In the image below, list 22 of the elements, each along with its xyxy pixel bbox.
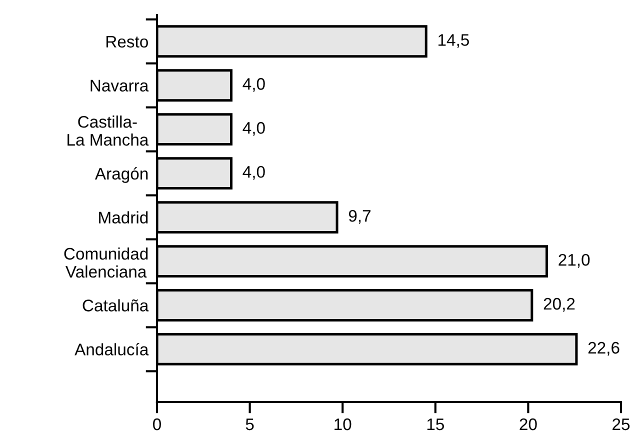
data-label: 22,6 (588, 342, 620, 356)
data-label: 20,2 (544, 298, 575, 312)
x-tick-label: 15 (427, 418, 444, 430)
y-tick-label: Castilla- La Mancha (68, 116, 149, 146)
y-tick-label: Comunidad Valenciana (64, 247, 148, 278)
data-label: 14,5 (438, 34, 469, 48)
x-tick-label: 10 (334, 418, 352, 430)
data-label: 21,0 (558, 254, 590, 268)
data-label: 4,0 (242, 122, 265, 136)
x-tick-label: 20 (520, 418, 537, 430)
x-tick-label: 0 (153, 418, 161, 430)
y-tick-label: Aragón (94, 167, 148, 183)
y-tick-label: Andalucía (74, 342, 149, 356)
y-tick-label: Madrid (99, 211, 148, 224)
y-tick-label: Cataluña (82, 299, 149, 312)
y-tick-label: Resto (106, 36, 148, 48)
data-label: 4,0 (242, 78, 265, 92)
data-label: 9,7 (348, 210, 370, 224)
x-tick-label: 25 (612, 418, 630, 430)
y-tick-label: Navarra (90, 80, 149, 92)
data-label: 4,0 (242, 166, 265, 180)
x-tick-label: 5 (246, 418, 254, 430)
